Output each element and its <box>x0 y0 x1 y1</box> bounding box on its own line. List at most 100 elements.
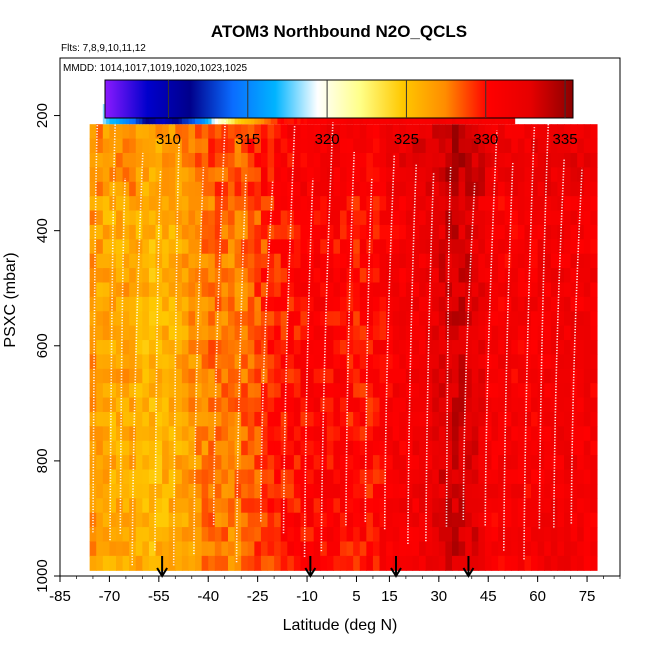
heatmap-cell <box>214 239 223 255</box>
heatmap-cell <box>379 253 387 269</box>
heatmap-cell <box>471 181 479 197</box>
heatmap-cell <box>208 469 216 485</box>
heatmap-cell <box>148 296 157 312</box>
heatmap-cell <box>162 325 170 341</box>
heatmap-cell <box>484 469 493 485</box>
heatmap-cell <box>379 397 387 413</box>
heatmap-cell <box>300 354 308 370</box>
heatmap-cell <box>214 311 223 327</box>
heatmap-cell <box>570 368 578 384</box>
x-tick-label: -55 <box>148 588 170 605</box>
heatmap-cell <box>320 426 328 442</box>
heatmap-cell <box>590 152 598 168</box>
heatmap-cell <box>313 124 321 140</box>
heatmap-cell <box>208 196 216 212</box>
heatmap-cell <box>517 440 526 456</box>
heatmap-cell <box>247 181 255 197</box>
heatmap-cell <box>517 282 526 298</box>
heatmap-cell <box>471 527 479 543</box>
heatmap-cell <box>168 152 176 168</box>
heatmap-cell <box>274 426 282 442</box>
heatmap-cell <box>307 224 315 240</box>
heatmap-cell <box>340 397 348 413</box>
heatmap-cell <box>181 239 190 255</box>
heatmap-cell <box>511 512 519 528</box>
heatmap-cell <box>504 239 512 255</box>
heatmap-cell <box>181 469 190 485</box>
heatmap-cell <box>241 124 249 140</box>
heatmap-cell <box>201 340 209 356</box>
heatmap-cell <box>326 224 335 240</box>
heatmap-cell <box>287 368 295 384</box>
heatmap-cell <box>168 325 176 341</box>
heatmap-cell <box>241 239 249 255</box>
heatmap-cell <box>399 455 407 471</box>
heatmap-cell <box>544 296 552 312</box>
heatmap-cell <box>379 224 387 240</box>
heatmap-cell <box>425 167 433 183</box>
heatmap-cell <box>300 210 308 226</box>
heatmap-cell <box>550 397 559 413</box>
heatmap-cell <box>267 296 275 312</box>
heatmap-cell <box>564 512 572 528</box>
heatmap-cell <box>142 512 150 528</box>
heatmap-cell <box>491 210 499 226</box>
heatmap-cell <box>234 210 242 226</box>
heatmap-cell <box>260 483 269 499</box>
heatmap-cell <box>425 124 433 140</box>
heatmap-cell <box>102 210 111 226</box>
colorbar-tick-label: 325 <box>394 131 419 148</box>
x-tick-label: -85 <box>49 588 71 605</box>
heatmap-cell <box>307 469 315 485</box>
heatmap-cell <box>583 368 591 384</box>
heatmap-cell <box>287 181 295 197</box>
heatmap-cell <box>195 483 203 499</box>
heatmap-cell <box>340 354 348 370</box>
heatmap-cell <box>326 354 335 370</box>
heatmap-cell <box>168 354 176 370</box>
heatmap-cell <box>168 368 176 384</box>
heatmap-cell <box>438 483 447 499</box>
heatmap-cell <box>564 311 572 327</box>
heatmap-cell <box>583 555 591 571</box>
heatmap-cell <box>524 152 532 168</box>
heatmap-cell <box>201 253 209 269</box>
heatmap-cell <box>181 325 190 341</box>
heatmap-cell <box>484 426 493 442</box>
heatmap-cell <box>498 383 506 399</box>
heatmap-cell <box>531 440 539 456</box>
heatmap-cell <box>511 340 519 356</box>
heatmap-cell <box>168 541 176 557</box>
heatmap-cell <box>116 167 124 183</box>
heatmap-cell <box>122 555 130 571</box>
heatmap-cell <box>181 268 190 284</box>
heatmap-cell <box>412 383 420 399</box>
heatmap-cell <box>102 167 111 183</box>
heatmap-cell <box>379 268 387 284</box>
heatmap-cell <box>188 383 196 399</box>
heatmap-cell <box>201 354 209 370</box>
heatmap-cell <box>498 196 506 212</box>
heatmap-cell <box>300 152 308 168</box>
heatmap-cell <box>267 253 275 269</box>
heatmap-cell <box>300 498 308 514</box>
heatmap-cell <box>326 397 335 413</box>
heatmap-cell <box>260 469 269 485</box>
heatmap-cell <box>372 498 381 514</box>
heatmap-cell <box>465 527 473 543</box>
heatmap-cell <box>254 354 262 370</box>
heatmap-cell <box>195 541 203 557</box>
x-tick-label: 75 <box>579 588 596 605</box>
heatmap-cell <box>491 368 499 384</box>
heatmap-cell <box>590 138 598 154</box>
heatmap-cell <box>287 138 295 154</box>
heatmap-cell <box>570 224 578 240</box>
heatmap-cell <box>392 282 400 298</box>
heatmap-cell <box>181 397 190 413</box>
heatmap-cell <box>122 498 130 514</box>
heatmap-cell <box>405 541 414 557</box>
heatmap-cell <box>155 512 163 528</box>
heatmap-cell <box>96 124 104 140</box>
heatmap-cell <box>214 527 223 543</box>
heatmap-cell <box>471 512 479 528</box>
